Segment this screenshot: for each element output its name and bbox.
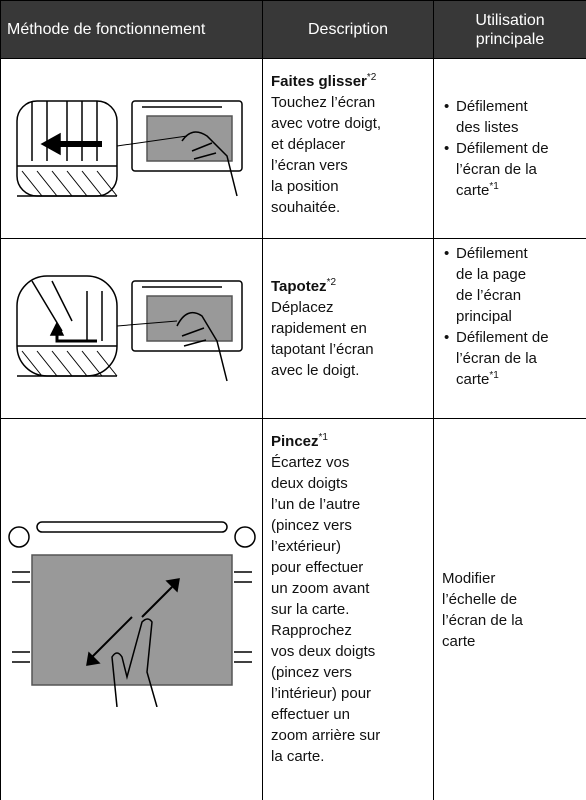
- text-line: de la page: [456, 266, 527, 283]
- text-line: l’écran de la: [456, 350, 537, 367]
- text-line: souhaitée.: [271, 199, 341, 216]
- text-line: un zoom avant: [271, 580, 370, 597]
- text-line: Défilement de: [456, 329, 549, 346]
- note: *1: [489, 370, 499, 381]
- text-line: avec votre doigt,: [271, 115, 382, 132]
- text-line: (pincez vers: [271, 664, 352, 681]
- header-row: Méthode de fonctionnement Description Ut…: [0, 0, 586, 59]
- illustration-cell: [0, 238, 263, 419]
- text-line: deux doigts: [271, 475, 348, 492]
- tap-illustration: [15, 274, 243, 381]
- usage-item: Défilement des listes: [442, 96, 578, 138]
- text-line: la position: [271, 178, 339, 195]
- text-line: la carte.: [271, 748, 325, 765]
- text-line: carte: [456, 182, 490, 199]
- text-line: Écartez vos: [271, 454, 350, 471]
- text-line: effectuer un: [271, 706, 350, 723]
- text-line: avec le doigt.: [271, 362, 360, 379]
- text-line: carte: [442, 632, 476, 650]
- illustration-cell: [0, 58, 263, 239]
- text-line: Modifier: [442, 569, 496, 587]
- text-line: l’intérieur) pour: [271, 685, 372, 702]
- usage-cell: Modifier l’échelle de l’écran de la carte: [433, 418, 586, 800]
- method-title: Faites glisser: [271, 73, 367, 90]
- text-line: l’écran de la: [442, 611, 523, 629]
- usage-cell: Défilement des listes Défilement de l’écran…: [433, 58, 586, 239]
- row: Faites glisser*2 Touchez l’écran avec vot…: [0, 58, 586, 239]
- text-line: tapotant l’écran: [271, 341, 374, 358]
- text-line: vos deux doigts: [271, 643, 376, 660]
- text-line: de l’écran: [456, 287, 522, 304]
- header-cell: Description: [262, 0, 434, 59]
- text-line: des listes: [456, 119, 519, 136]
- method-title: Pincez: [271, 433, 319, 450]
- note: *2: [326, 277, 337, 288]
- text-line: l’écran de la: [456, 161, 537, 178]
- usage-item: Défilement de l’écran de la carte*1: [442, 327, 578, 390]
- row: Pincez*1 Écartez vos deux doigts l’un de l…: [0, 418, 586, 800]
- drag-illustration: [15, 99, 243, 197]
- header-cell: Méthode de fonctionnement: [0, 0, 263, 59]
- text-line: Défilement de: [456, 140, 549, 157]
- text-line: l’écran vers: [271, 157, 348, 174]
- text-line: Défilement: [456, 98, 528, 115]
- header-cell: Utilisation principale: [433, 0, 586, 59]
- note: *2: [366, 72, 377, 83]
- usage-item: Défilement de la page de l’écran principal: [442, 243, 578, 327]
- note: *1: [318, 432, 328, 443]
- text-line: Déplacez: [271, 299, 334, 316]
- text-line: carte: [456, 371, 490, 388]
- text-line: zoom arrière sur: [271, 727, 381, 744]
- text-line: sur la carte.: [271, 601, 350, 618]
- text-line: Touchez l’écran: [271, 94, 376, 111]
- text-line: rapidement en: [271, 320, 367, 337]
- text-line: pour effectuer: [271, 559, 364, 576]
- illustration-cell: [0, 418, 263, 800]
- text-line: l’échelle de: [442, 590, 518, 608]
- note: *1: [489, 181, 499, 192]
- text-line: Rapprochez: [271, 622, 352, 639]
- text-line: (pincez vers: [271, 517, 352, 534]
- method-title: Tapotez: [271, 278, 327, 295]
- description-cell: Pincez*1 Écartez vos deux doigts l’un de l…: [262, 418, 434, 800]
- description-cell: Tapotez*2 Déplacez rapidement en tapotant …: [262, 238, 434, 419]
- description-cell: Faites glisser*2 Touchez l’écran avec vot…: [262, 58, 434, 239]
- text-line: l’un de l’autre: [271, 496, 361, 513]
- text-line: principal: [456, 308, 512, 325]
- row: Tapotez*2 Déplacez rapidement en tapotant …: [0, 238, 586, 419]
- usage-item: Défilement de l’écran de la carte*1: [442, 138, 578, 201]
- pinch-illustration: [7, 520, 256, 707]
- text-line: Défilement: [456, 245, 528, 262]
- text-line: l’extérieur): [271, 538, 342, 555]
- text-line: et déplacer: [271, 136, 346, 153]
